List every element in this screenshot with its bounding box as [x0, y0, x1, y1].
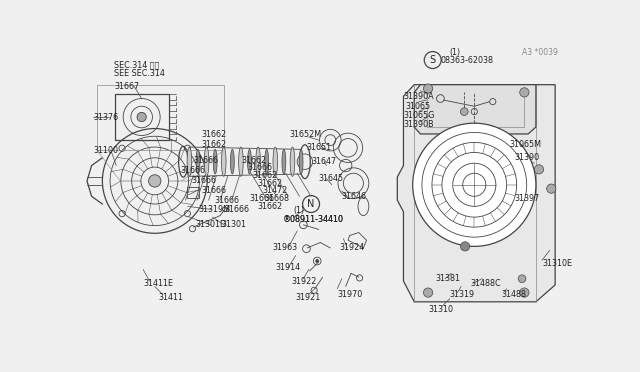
- Text: 31666: 31666: [250, 194, 275, 203]
- Text: 31666: 31666: [225, 205, 250, 214]
- Polygon shape: [397, 85, 555, 302]
- Text: ®08911-34410: ®08911-34410: [284, 215, 344, 224]
- Circle shape: [413, 123, 536, 246]
- Text: SEC.314 参照: SEC.314 参照: [114, 60, 159, 69]
- Circle shape: [534, 165, 543, 174]
- Text: 31666: 31666: [180, 166, 205, 176]
- Text: 31668: 31668: [265, 194, 290, 203]
- Ellipse shape: [248, 150, 252, 174]
- Ellipse shape: [187, 147, 192, 176]
- Text: 31667: 31667: [114, 82, 139, 91]
- Text: 31390A: 31390A: [403, 92, 434, 101]
- Circle shape: [520, 288, 529, 297]
- Text: 31662: 31662: [257, 202, 282, 211]
- Text: SEE SEC.314: SEE SEC.314: [114, 70, 165, 78]
- Ellipse shape: [299, 150, 303, 174]
- Text: 31662: 31662: [201, 130, 226, 139]
- Ellipse shape: [213, 150, 217, 174]
- Ellipse shape: [256, 147, 260, 176]
- Text: 31301D: 31301D: [196, 220, 227, 229]
- Text: 31411E: 31411E: [143, 279, 173, 288]
- Text: 31319: 31319: [450, 290, 475, 299]
- Circle shape: [148, 175, 161, 187]
- Ellipse shape: [290, 147, 295, 176]
- Text: 31488C: 31488C: [470, 279, 501, 288]
- Circle shape: [547, 184, 556, 193]
- Text: 31381: 31381: [436, 274, 461, 283]
- Text: 31646: 31646: [342, 192, 367, 201]
- Text: 31472: 31472: [262, 186, 288, 195]
- Text: (1): (1): [450, 48, 461, 57]
- Text: 31390: 31390: [515, 153, 540, 162]
- Circle shape: [518, 275, 526, 283]
- Text: 31397: 31397: [515, 194, 540, 203]
- Text: S: S: [429, 55, 436, 65]
- Text: 31921: 31921: [296, 293, 321, 302]
- Text: 31662: 31662: [242, 155, 267, 165]
- Circle shape: [520, 88, 529, 97]
- Circle shape: [460, 108, 468, 115]
- Text: 31376: 31376: [93, 112, 118, 122]
- Text: 31963: 31963: [273, 243, 298, 253]
- Text: (1): (1): [293, 206, 305, 215]
- Text: 31666: 31666: [193, 155, 218, 165]
- Text: 31065: 31065: [405, 102, 430, 111]
- Text: N: N: [307, 199, 315, 209]
- Text: 31651: 31651: [307, 143, 332, 152]
- Ellipse shape: [273, 147, 278, 176]
- Text: 31662: 31662: [257, 179, 282, 188]
- Text: 31488: 31488: [501, 290, 526, 299]
- Ellipse shape: [230, 150, 234, 174]
- Text: 31666: 31666: [247, 163, 272, 172]
- Text: 31310: 31310: [428, 305, 453, 314]
- Text: 31065M: 31065M: [509, 140, 541, 149]
- Text: 31411: 31411: [159, 293, 184, 302]
- Text: 31666: 31666: [191, 176, 216, 185]
- Ellipse shape: [239, 147, 243, 176]
- Text: 31065G: 31065G: [403, 111, 435, 120]
- Circle shape: [460, 242, 470, 251]
- Ellipse shape: [282, 150, 286, 174]
- Text: 08363-62038: 08363-62038: [440, 55, 493, 64]
- Circle shape: [316, 259, 319, 263]
- Text: 31319M: 31319M: [198, 205, 230, 214]
- Text: 31666: 31666: [201, 186, 226, 195]
- Polygon shape: [414, 85, 536, 134]
- Circle shape: [424, 288, 433, 297]
- Text: 31924: 31924: [340, 243, 365, 253]
- Circle shape: [137, 112, 147, 122]
- Ellipse shape: [265, 150, 269, 174]
- Text: 31310E: 31310E: [542, 259, 572, 268]
- Circle shape: [424, 84, 433, 93]
- Ellipse shape: [204, 147, 209, 176]
- Text: 31922: 31922: [291, 276, 316, 286]
- Text: 31970: 31970: [337, 290, 362, 299]
- Text: 31645: 31645: [319, 174, 344, 183]
- Text: 31301: 31301: [221, 220, 247, 229]
- Text: 31666: 31666: [214, 196, 239, 205]
- Text: 31914: 31914: [276, 263, 301, 272]
- Ellipse shape: [221, 147, 226, 176]
- Text: 31100: 31100: [93, 145, 118, 155]
- Text: 31647: 31647: [311, 157, 336, 166]
- Ellipse shape: [196, 150, 200, 174]
- Text: 31652M: 31652M: [289, 130, 322, 139]
- Text: 31662: 31662: [253, 171, 278, 180]
- Text: 31662: 31662: [201, 140, 226, 149]
- Text: 31390B: 31390B: [403, 120, 434, 129]
- Text: A3 *0039: A3 *0039: [522, 48, 557, 57]
- Text: ®08911-34410: ®08911-34410: [284, 215, 344, 224]
